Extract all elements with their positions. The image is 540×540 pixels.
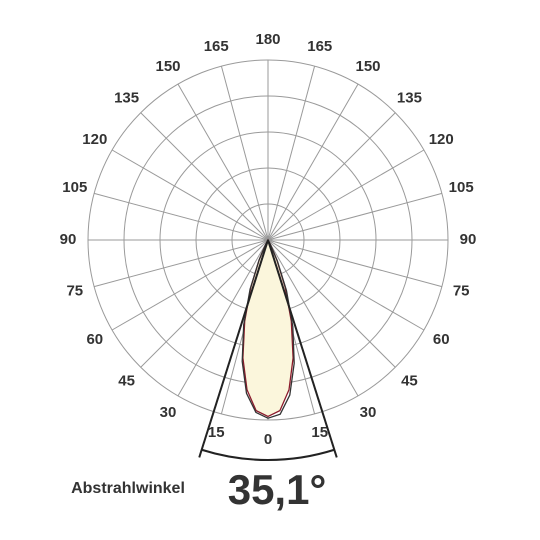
beam-arc: [201, 448, 335, 461]
grid-spoke: [267, 149, 425, 241]
angle-tick-label: 15: [208, 424, 225, 441]
beam-angle: 35,1°: [228, 466, 327, 513]
grid-spoke: [267, 192, 442, 241]
angle-tick-label: 150: [155, 58, 180, 75]
grid-spoke: [267, 66, 316, 241]
grid-spoke: [267, 112, 396, 241]
angle-tick-label: 0: [264, 431, 272, 448]
angle-tick-label: 150: [355, 58, 380, 75]
grid-spoke: [267, 83, 359, 241]
angle-tick-label: 105: [62, 179, 87, 196]
beam-line: [198, 239, 269, 458]
plot: [198, 238, 338, 461]
grid-spoke: [267, 239, 396, 368]
grid-spoke: [94, 192, 269, 241]
grid-spoke: [177, 239, 269, 397]
grid-spoke: [267, 239, 442, 288]
grid-spoke: [177, 83, 269, 241]
angle-tick-label: 90: [60, 231, 77, 248]
angle-tick-label: 30: [160, 404, 177, 421]
angle-tick-label: 120: [82, 131, 107, 148]
grid-spoke: [267, 239, 425, 331]
grid-spoke: [140, 239, 269, 368]
grid-spoke: [111, 239, 269, 331]
angle-tick-label: 165: [204, 38, 229, 55]
angle-tick-label: 165: [307, 38, 332, 55]
angle-tick-label: 45: [118, 372, 135, 389]
angle-tick-label: 120: [429, 131, 454, 148]
beam-fill: [242, 240, 294, 417]
angle-tick-label: 135: [397, 90, 422, 107]
grid-spoke: [140, 112, 269, 241]
grid-spoke: [220, 66, 269, 241]
angle-tick-label: 30: [360, 404, 377, 421]
angle-tick-label: 60: [86, 331, 103, 348]
angle-tick-label: 90: [460, 231, 477, 248]
angle-tick-label: 75: [66, 283, 83, 300]
beam-label: Abstrahlwinkel: [71, 480, 185, 497]
angle-tick-label: 75: [453, 283, 470, 300]
angle-tick-label: 105: [449, 179, 474, 196]
angle-tick-label: 60: [433, 331, 450, 348]
beam-line: [267, 239, 338, 458]
intensity-curve: [241, 238, 295, 419]
angle-tick-label: 180: [255, 31, 280, 48]
grid-spoke: [267, 239, 359, 397]
angle-tick-label: 15: [311, 424, 328, 441]
angle-tick-label: 45: [401, 372, 418, 389]
grid-spoke: [111, 149, 269, 241]
grid-spoke: [94, 239, 269, 288]
angle-tick-label: 135: [114, 90, 139, 107]
